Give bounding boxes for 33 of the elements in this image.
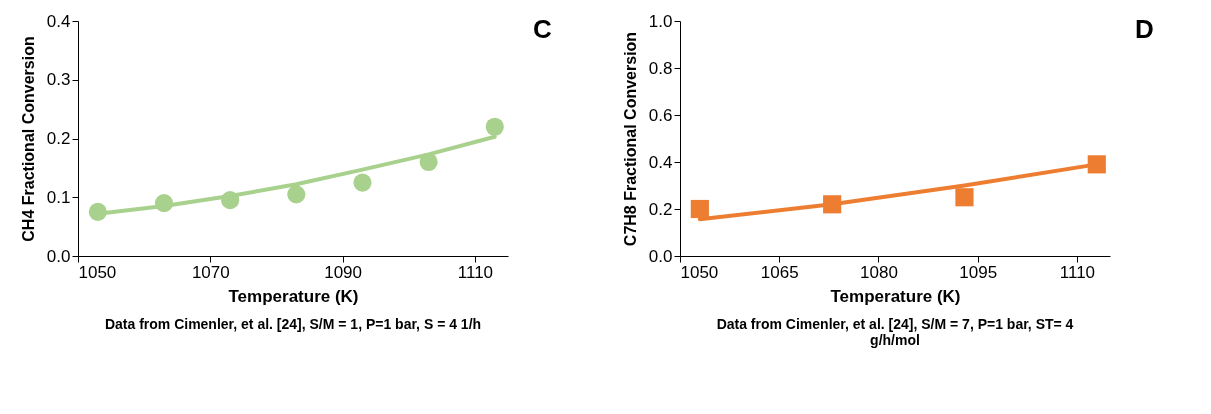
x-tick-label: 1110	[457, 262, 494, 282]
y-tick-label: 0.8	[648, 58, 673, 78]
text: C	[533, 14, 552, 44]
x-axis-title: Temperature (K)	[830, 286, 961, 306]
y-axis-title: C7H8 Fractional Conversion	[621, 31, 639, 247]
text: D	[1135, 14, 1154, 44]
x-tick-label: 1050	[680, 262, 719, 282]
y-tick-label: 0.3	[46, 70, 71, 90]
point	[823, 195, 842, 214]
point	[1087, 155, 1106, 174]
x-tick-label: 1090	[324, 262, 363, 282]
y-tick-label: 0.0	[46, 246, 71, 266]
x-tick-label: 1110	[1059, 262, 1096, 282]
y-tick-label: 0.6	[648, 105, 673, 125]
x-tick-label: 1095	[959, 262, 998, 282]
x-tick-label: 1065	[760, 262, 799, 282]
x-tick-label: 1050	[78, 262, 117, 282]
text: Data from Cimenler, et al. [24], S/M = 7, P=1 bar, ST= 4	[716, 316, 1074, 332]
point	[690, 199, 709, 219]
point	[955, 188, 974, 207]
y-tick-label: 0.4	[648, 152, 673, 172]
y-tick-label: 0.0	[648, 246, 673, 266]
text: g/h/mol	[870, 332, 920, 348]
y-tick-label: 0.2	[648, 199, 673, 219]
y-tick-label: 0.4	[46, 11, 71, 31]
x-tick-label: 1080	[860, 262, 898, 282]
y-tick-label: 1.0	[648, 11, 673, 31]
x-axis-title: Temperature (K)	[228, 286, 359, 306]
y-axis-title: CH4 Fractional Conversion	[19, 36, 37, 242]
y-tick-label: 0.2	[46, 129, 71, 148]
y-tick-label: 0.1	[46, 187, 71, 207]
text: Data from Cimenler, et al. [24], S/M = 1, P=1 bar, S = 4 1/h	[104, 316, 482, 332]
x-tick-label: 1070	[191, 262, 230, 282]
